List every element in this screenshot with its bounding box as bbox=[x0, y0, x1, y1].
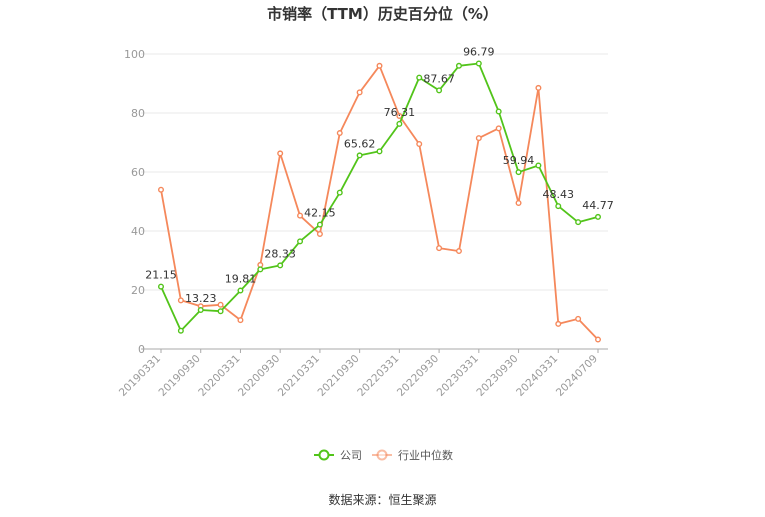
data-point[interactable] bbox=[515, 169, 522, 176]
data-point[interactable] bbox=[356, 89, 363, 96]
data-point[interactable] bbox=[455, 62, 462, 69]
data-point[interactable] bbox=[575, 315, 582, 322]
data-point[interactable] bbox=[336, 189, 343, 196]
data-point[interactable] bbox=[237, 317, 244, 324]
data-point[interactable] bbox=[475, 60, 482, 67]
data-point[interactable] bbox=[455, 248, 462, 255]
data-point[interactable] bbox=[157, 283, 164, 290]
legend[interactable]: 公司 行业中位数 bbox=[314, 448, 453, 462]
x-tick-label: 20240331 bbox=[514, 353, 560, 399]
data-point[interactable] bbox=[277, 262, 284, 269]
data-point[interactable] bbox=[217, 308, 224, 315]
data-point[interactable] bbox=[595, 336, 602, 343]
y-tick-label: 20 bbox=[131, 284, 145, 297]
data-label: 48.43 bbox=[543, 188, 575, 201]
x-tick-label: 20200930 bbox=[236, 353, 282, 399]
data-point[interactable] bbox=[356, 152, 363, 159]
data-point[interactable] bbox=[416, 74, 423, 81]
y-axis: 020406080100 bbox=[124, 48, 145, 356]
data-point[interactable] bbox=[555, 320, 562, 327]
data-point[interactable] bbox=[376, 62, 383, 69]
series-line bbox=[160, 62, 599, 332]
series-layer bbox=[157, 60, 602, 343]
data-point[interactable] bbox=[177, 327, 184, 334]
data-point[interactable] bbox=[436, 87, 443, 94]
y-tick-label: 60 bbox=[131, 166, 145, 179]
data-point[interactable] bbox=[416, 140, 423, 147]
data-point[interactable] bbox=[217, 301, 224, 308]
data-point[interactable] bbox=[257, 266, 264, 273]
data-label: 59.94 bbox=[503, 154, 535, 167]
x-tick-label: 20210331 bbox=[276, 353, 322, 399]
data-point[interactable] bbox=[555, 203, 562, 210]
data-label: 42.15 bbox=[304, 207, 336, 220]
y-tick-label: 100 bbox=[124, 48, 145, 61]
legend-marker bbox=[318, 449, 330, 461]
data-point[interactable] bbox=[237, 287, 244, 294]
x-tick-label: 20220331 bbox=[355, 353, 401, 399]
grid bbox=[141, 53, 608, 291]
data-point[interactable] bbox=[277, 150, 284, 157]
data-label: 76.31 bbox=[384, 106, 416, 119]
data-label: 65.62 bbox=[344, 137, 376, 150]
data-label: 13.23 bbox=[185, 292, 217, 305]
x-tick-label: 20220930 bbox=[395, 353, 441, 399]
x-axis: 2019033120190930202003312020093020210331… bbox=[117, 348, 608, 399]
data-point[interactable] bbox=[336, 130, 343, 137]
x-tick-label: 20240709 bbox=[554, 353, 600, 399]
data-point[interactable] bbox=[396, 120, 403, 127]
data-point[interactable] bbox=[197, 306, 204, 313]
data-label: 44.77 bbox=[582, 199, 614, 212]
data-point[interactable] bbox=[177, 297, 184, 304]
y-tick-label: 80 bbox=[131, 107, 145, 120]
data-point[interactable] bbox=[595, 213, 602, 220]
data-labels: 21.15 13.23 19.81 28.33 42.15 65.62 76.31 87.67… bbox=[145, 45, 614, 305]
y-tick-label: 40 bbox=[131, 225, 145, 238]
chart-title: 市销率（TTM）历史百分位（%） bbox=[267, 5, 498, 23]
series-company bbox=[157, 60, 602, 334]
legend-item-industry-median[interactable]: 行业中位数 bbox=[372, 448, 453, 462]
legend-label: 行业中位数 bbox=[398, 448, 453, 462]
source-note: 数据来源：恒生聚源 bbox=[328, 492, 436, 507]
data-label: 28.33 bbox=[264, 247, 296, 260]
legend-item-company[interactable]: 公司 bbox=[314, 449, 362, 462]
data-point[interactable] bbox=[436, 245, 443, 252]
data-label: 19.81 bbox=[225, 273, 257, 286]
data-point[interactable] bbox=[495, 125, 502, 132]
data-label: 87.67 bbox=[423, 72, 455, 85]
x-tick-label: 20230331 bbox=[435, 353, 481, 399]
data-point[interactable] bbox=[575, 219, 582, 226]
series-industry-median bbox=[157, 62, 602, 343]
legend-marker bbox=[376, 449, 388, 461]
data-point[interactable] bbox=[515, 199, 522, 206]
data-point[interactable] bbox=[157, 186, 164, 193]
x-tick-label: 20210930 bbox=[315, 353, 361, 399]
x-tick-label: 20190930 bbox=[157, 353, 203, 399]
data-point[interactable] bbox=[316, 221, 323, 228]
data-point[interactable] bbox=[535, 162, 542, 169]
data-label: 21.15 bbox=[145, 269, 177, 282]
data-point[interactable] bbox=[297, 238, 304, 245]
x-tick-label: 20230930 bbox=[474, 353, 520, 399]
data-point[interactable] bbox=[495, 108, 502, 115]
legend-label: 公司 bbox=[340, 449, 362, 462]
data-point[interactable] bbox=[316, 230, 323, 237]
data-label: 96.79 bbox=[463, 45, 495, 58]
data-point[interactable] bbox=[297, 212, 304, 219]
x-tick-label: 20190331 bbox=[117, 353, 163, 399]
x-tick-label: 20200331 bbox=[196, 353, 242, 399]
series-line bbox=[160, 64, 599, 341]
data-point[interactable] bbox=[376, 148, 383, 155]
data-point[interactable] bbox=[535, 84, 542, 91]
data-point[interactable] bbox=[396, 112, 403, 119]
data-point[interactable] bbox=[475, 135, 482, 142]
